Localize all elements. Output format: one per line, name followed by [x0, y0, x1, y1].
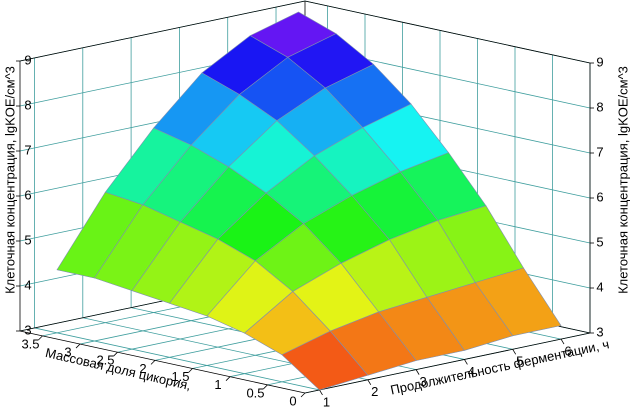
- tick: [319, 389, 323, 396]
- axis-line: [19, 330, 306, 394]
- z-tick-label: 6: [24, 187, 31, 202]
- tick: [225, 376, 231, 381]
- x-tick-label: 1: [323, 394, 330, 407]
- z-tick-label: 8: [24, 97, 31, 112]
- z-tick-label: 6: [596, 189, 603, 204]
- grid-line: [34, 327, 320, 391]
- z-tick-label: 3: [24, 322, 31, 337]
- y-tick-label: 2.5: [96, 353, 114, 368]
- axis-line: [304, 0, 591, 64]
- z-axis-label: Клеточная концентрация, lgKOE/см^3: [2, 66, 17, 294]
- y-tick-label: 3: [64, 344, 71, 359]
- y-tick-label: 3.5: [21, 336, 39, 351]
- tick: [188, 368, 193, 373]
- y-tick-label: 0: [289, 393, 296, 407]
- z-tick-label: 9: [24, 52, 31, 67]
- tick: [367, 379, 372, 385]
- z-tick-label: 5: [24, 232, 31, 247]
- tick: [560, 338, 565, 345]
- y-tick-label: 1: [214, 377, 221, 392]
- tick: [300, 392, 306, 398]
- axis-line: [304, 332, 591, 394]
- tick: [75, 343, 81, 349]
- z-tick-label: 7: [596, 144, 603, 159]
- z-tick-label: 5: [596, 234, 603, 249]
- axis-line: [19, 0, 306, 62]
- z-tick-label: 4: [596, 279, 603, 294]
- tick: [150, 360, 156, 365]
- z-tick-label: 4: [24, 277, 31, 292]
- z-tick-label: 8: [596, 99, 603, 114]
- y-tick-label: 1.5: [171, 369, 189, 384]
- x-tick-label: 4: [468, 364, 475, 379]
- surface-cell: [281, 330, 369, 391]
- tick: [263, 384, 268, 390]
- z-tick-label: 7: [24, 142, 31, 157]
- tick: [464, 359, 468, 365]
- z-axis-label-right: Клеточная концентрация, lgKOE/см^3: [615, 66, 630, 294]
- z-tick-label: 3: [596, 324, 603, 339]
- tick: [38, 335, 43, 341]
- tick: [512, 349, 517, 355]
- x-tick-label: 6: [564, 344, 571, 359]
- tick: [415, 369, 420, 375]
- z-tick-label: 9: [596, 54, 603, 69]
- x-tick-label: 5: [516, 354, 523, 369]
- x-tick-label: 3: [419, 374, 426, 389]
- y-tick-label: 0.5: [246, 385, 264, 400]
- y-tick-label: 2: [139, 361, 146, 376]
- x-tick-label: 2: [371, 384, 378, 399]
- tick: [113, 351, 118, 357]
